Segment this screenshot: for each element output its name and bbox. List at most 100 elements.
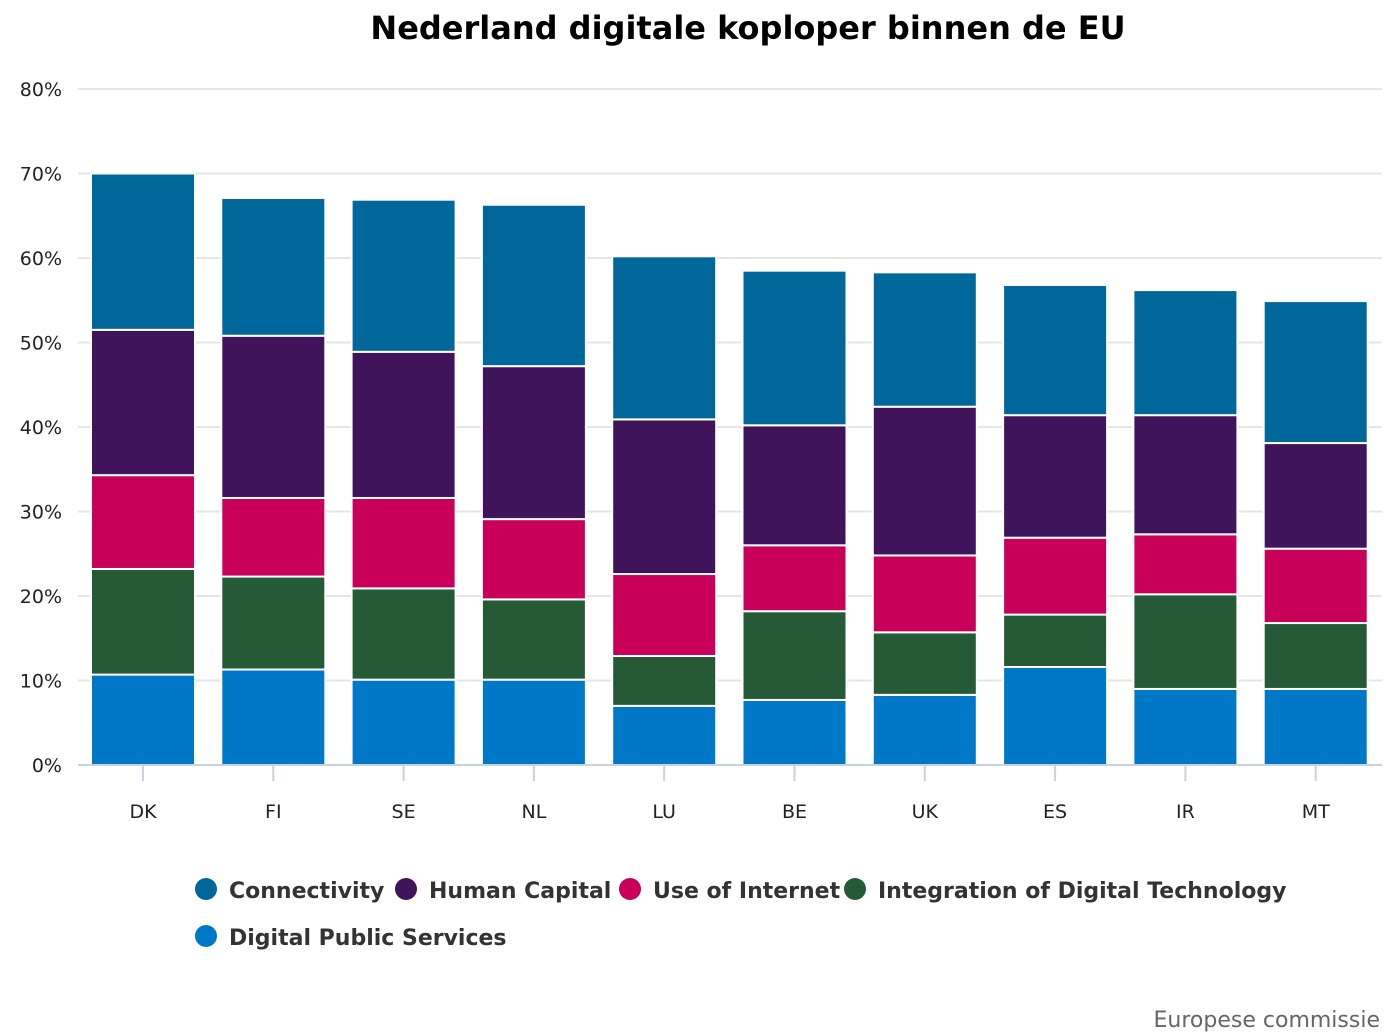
bar-segment [611, 418, 718, 576]
legend-item[interactable]: Human Capital [395, 878, 611, 904]
bar-segment [350, 587, 457, 681]
bar-segment [741, 424, 848, 547]
x-axis: DK FI SE NL LU BE UK ES IR MT [129, 766, 1330, 823]
bar-segment [1002, 665, 1109, 766]
x-tick-label: DK [129, 801, 157, 823]
bar-segment [741, 610, 848, 701]
x-tick-label: SE [392, 801, 416, 823]
legend-marker [395, 878, 417, 900]
bar-segment [611, 573, 718, 657]
bar-segment [1262, 442, 1369, 550]
bar-segment [871, 405, 978, 557]
bar-segment [741, 269, 848, 427]
legend-label: Integration of Digital Technology [878, 879, 1286, 904]
legend-marker [195, 925, 217, 947]
y-tick-label: 60% [20, 248, 62, 270]
bar-segment [220, 197, 327, 337]
bar-segment [220, 575, 327, 671]
legend-item[interactable]: Integration of Digital Technology [844, 878, 1286, 904]
bar-segment [90, 567, 196, 676]
bar-stack-lu [611, 255, 718, 766]
bar-segment [1132, 289, 1239, 417]
bar-segment [871, 271, 978, 408]
bar-segment [1002, 613, 1109, 668]
bar-segment [480, 678, 587, 767]
bar-segment [480, 203, 587, 368]
bar-segment [871, 631, 978, 696]
bar-stack-nl [480, 203, 587, 767]
x-tick-label: LU [652, 801, 676, 823]
bar-segment [480, 365, 587, 521]
bar-stack-dk [90, 172, 196, 767]
x-tick-label: UK [912, 801, 939, 823]
bar-segment [480, 598, 587, 681]
y-tick-label: 30% [20, 502, 62, 524]
bar-stack-uk [871, 271, 978, 766]
bar-segment [871, 693, 978, 766]
bar-segment [1132, 593, 1239, 690]
x-tick-label: MT [1302, 801, 1330, 823]
y-tick-label: 40% [20, 417, 62, 439]
legend-item[interactable]: Digital Public Services [195, 925, 507, 951]
bar-segment [350, 198, 457, 353]
bar-segment [1262, 300, 1369, 445]
legend-marker [844, 878, 866, 900]
y-tick-label: 80% [20, 79, 62, 101]
bar-segment [611, 704, 718, 766]
legend-marker [195, 878, 217, 900]
bar-stack-es [1002, 284, 1109, 766]
bar-segment [1132, 687, 1239, 767]
legend-label: Connectivity [229, 879, 384, 904]
x-tick-label: NL [521, 801, 546, 823]
bar-segment [220, 334, 327, 499]
bar-segment [480, 518, 587, 601]
bar-segment [350, 678, 457, 767]
legend-label: Use of Internet [653, 879, 841, 904]
bar-segment [350, 496, 457, 590]
legend-marker [619, 878, 641, 900]
legend-item[interactable]: Use of Internet [619, 878, 841, 904]
legend: Connectivity Human Capital Use of Internet… [195, 878, 1286, 951]
bar-segment [871, 554, 978, 634]
bar-segment [1002, 284, 1109, 417]
bar-stacks [90, 172, 1369, 767]
bar-stack-mt [1262, 300, 1369, 767]
bar-segment [611, 654, 718, 707]
bar-segment [1132, 414, 1239, 536]
bar-segment [1262, 622, 1369, 690]
bar-stack-ir [1132, 289, 1239, 767]
bar-segment [1132, 533, 1239, 596]
bar-segment [1262, 687, 1369, 767]
legend-label: Digital Public Services [229, 926, 507, 951]
bar-segment [350, 350, 457, 499]
chart-title: Nederland digitale koploper binnen de EU [370, 9, 1125, 47]
bar-segment [741, 698, 848, 766]
credit-text: Europese commissie [1154, 1008, 1380, 1033]
legend-item[interactable]: Connectivity [195, 878, 384, 904]
legend-label: Human Capital [429, 879, 611, 904]
bar-segment [90, 172, 196, 331]
x-tick-label: IR [1176, 801, 1195, 823]
bar-segment [1002, 536, 1109, 616]
y-tick-label: 0% [32, 755, 62, 777]
bar-stack-be [741, 269, 848, 766]
bar-stack-se [350, 198, 457, 767]
bar-segment [220, 496, 327, 578]
y-tick-label: 70% [20, 164, 62, 186]
y-tick-label: 20% [20, 586, 62, 608]
y-axis: 0% 10% 20% 30% 40% 50% 60% 70% 80% [20, 79, 62, 777]
x-tick-label: BE [782, 801, 807, 823]
bar-segment [1262, 547, 1369, 625]
bar-segment [1002, 414, 1109, 539]
bar-segment [90, 673, 196, 767]
y-tick-label: 10% [20, 671, 62, 693]
x-tick-label: FI [265, 801, 282, 823]
bar-segment [741, 544, 848, 613]
bar-segment [90, 328, 196, 477]
x-tick-label: ES [1043, 801, 1067, 823]
bar-stack-fi [220, 197, 327, 767]
y-tick-label: 50% [20, 333, 62, 355]
bar-segment [90, 474, 196, 570]
bar-segment [220, 668, 327, 767]
